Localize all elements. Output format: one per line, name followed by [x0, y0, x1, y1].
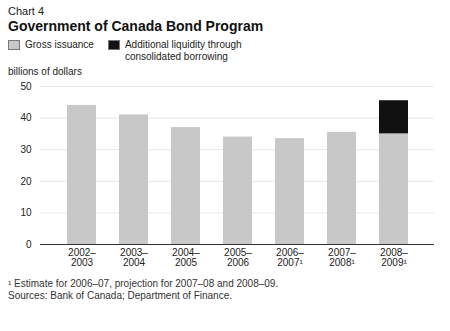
svg-text:30: 30 — [20, 144, 32, 155]
html-text:Sources: Bank of Canada; Depar: Sources: Bank of Canada; Department of F… — [8, 290, 232, 301]
html-text:¹ Estimate for 2006–07, projec: ¹ Estimate for 2006–07, projection for 2… — [8, 278, 279, 289]
svg-text:2007–2008¹: 2007–2008¹ — [328, 247, 356, 268]
svg-text:10: 10 — [20, 207, 32, 218]
html-text:Government of Canada Bond Prog: Government of Canada Bond Program — [8, 18, 264, 34]
html-text:billions of dollars: billions of dollars — [8, 66, 82, 77]
html-text:Chart 4: Chart 4 — [8, 5, 45, 17]
svg-text:2002–2003: 2002–2003 — [68, 247, 96, 268]
svg-text:2003–2004: 2003–2004 — [120, 247, 148, 268]
html-text:Gross issuance: Gross issuance — [25, 39, 94, 50]
svg-text:40: 40 — [20, 112, 32, 123]
svg-text:2006–2007¹: 2006–2007¹ — [276, 247, 304, 268]
html-text:Additional liquidity through c: Additional liquidity through consolidate… — [124, 39, 242, 62]
svg-text:2005–2006: 2005–2006 — [224, 247, 252, 268]
svg-text:2008–2009¹: 2008–2009¹ — [380, 247, 408, 268]
svg-text:50: 50 — [20, 81, 32, 92]
svg-text:2004–2005: 2004–2005 — [172, 247, 200, 268]
svg-text:20: 20 — [20, 176, 32, 187]
svg-text:0: 0 — [26, 239, 32, 250]
